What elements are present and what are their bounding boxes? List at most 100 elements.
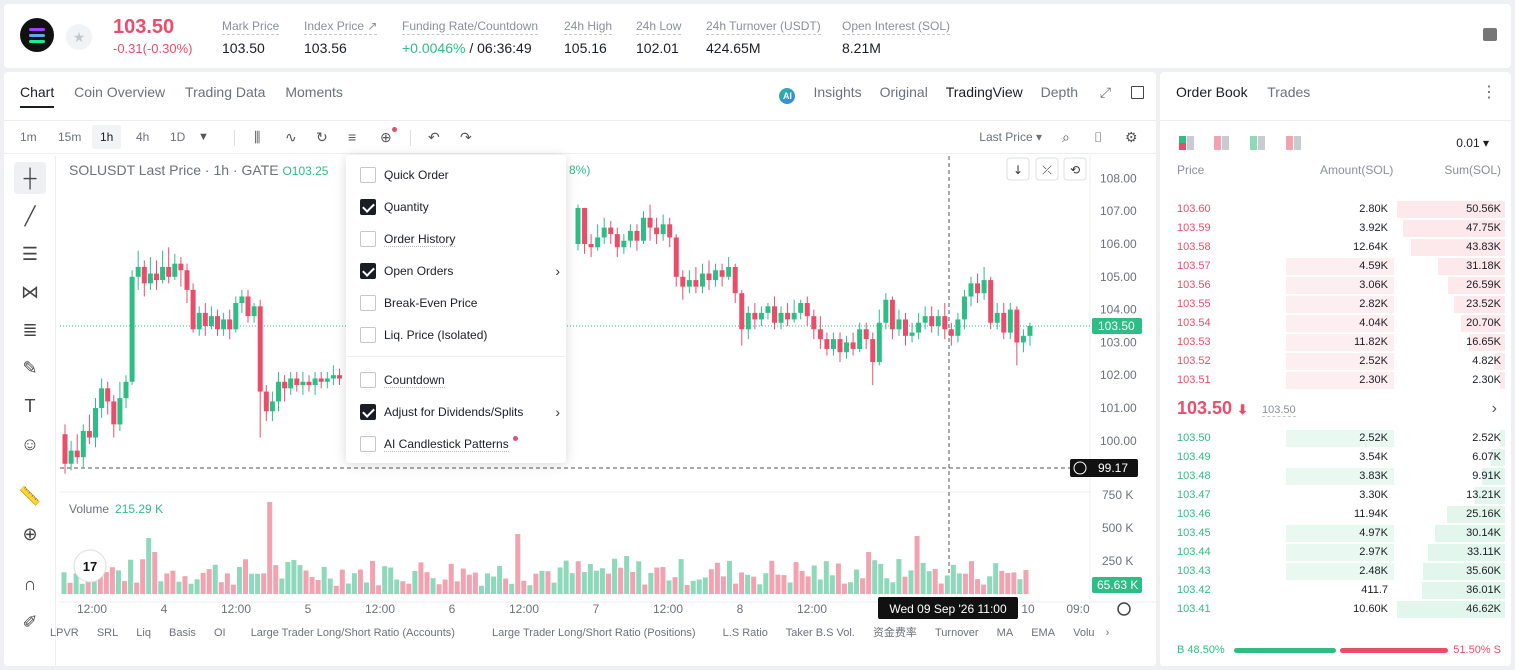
tab-insights[interactable]: AI Insights bbox=[765, 84, 862, 104]
more-options-icon[interactable]: ⋮ bbox=[1481, 84, 1497, 101]
indicator-srl[interactable]: SRL bbox=[96, 627, 119, 639]
timeframe-4h[interactable]: 4h bbox=[136, 130, 150, 144]
bid-row[interactable]: 103.47 3.30K 13.21K bbox=[1160, 486, 1511, 505]
indicator-basis[interactable]: Basis bbox=[169, 627, 196, 639]
view-asks-icon[interactable] bbox=[1214, 136, 1230, 150]
indicator-funding-rate[interactable]: 资金费率 bbox=[872, 627, 917, 639]
tab-depth[interactable]: Depth bbox=[1040, 84, 1079, 100]
bid-row[interactable]: 103.42 411.7 36.01K bbox=[1160, 581, 1511, 600]
view-bids-icon[interactable] bbox=[1250, 136, 1266, 150]
indicator-oi[interactable]: OI bbox=[214, 627, 226, 639]
ask-row[interactable]: 103.51 2.30K 2.30K bbox=[1160, 371, 1511, 390]
tab-trading-data[interactable]: Trading Data bbox=[185, 84, 266, 100]
scroll-right-icon[interactable]: › bbox=[1105, 627, 1110, 639]
view-both-icon[interactable] bbox=[1179, 136, 1195, 150]
horizontal-lines-icon[interactable]: ☰ bbox=[21, 244, 39, 264]
ask-row[interactable]: 103.55 2.82K 23.52K bbox=[1160, 295, 1511, 314]
stat-index-price[interactable]: Index Price ↗ 103.56 bbox=[304, 19, 378, 56]
fib-icon[interactable]: ≣ bbox=[22, 320, 38, 340]
ask-row[interactable]: 103.54 4.04K 20.70K bbox=[1160, 314, 1511, 333]
indicator-volume[interactable]: Volu bbox=[1073, 627, 1095, 639]
ask-row[interactable]: 103.52 2.52K 4.82K bbox=[1160, 352, 1511, 371]
checkbox[interactable] bbox=[360, 167, 376, 183]
bid-row[interactable]: 103.41 10.60K 46.62K bbox=[1160, 600, 1511, 619]
templates-icon[interactable]: ≡ bbox=[348, 129, 357, 145]
emoji-icon[interactable]: ☺ bbox=[20, 434, 40, 454]
bid-row[interactable]: 103.46 11.94K 25.16K bbox=[1160, 505, 1511, 524]
checkbox[interactable] bbox=[360, 231, 376, 247]
menu-countdown[interactable]: Countdown bbox=[360, 372, 445, 390]
crosshair-icon[interactable]: ┼ bbox=[14, 162, 46, 194]
search-icon[interactable]: ⌕ bbox=[1062, 129, 1070, 145]
bid-row[interactable]: 103.43 2.48K 35.60K bbox=[1160, 562, 1511, 581]
ask-row[interactable]: 103.59 3.92K 47.75K bbox=[1160, 219, 1511, 238]
checkbox[interactable] bbox=[360, 327, 376, 343]
bid-row[interactable]: 103.45 4.97K 30.14K bbox=[1160, 524, 1511, 543]
indicator-ema[interactable]: EMA bbox=[1031, 627, 1056, 639]
timeframe-15m[interactable]: 15m bbox=[58, 130, 82, 144]
checkbox[interactable] bbox=[360, 295, 376, 311]
timeframe-1m[interactable]: 1m bbox=[20, 130, 37, 144]
guide-book-icon[interactable] bbox=[1483, 28, 1497, 41]
tab-tradingview[interactable]: TradingView bbox=[945, 84, 1023, 100]
expand-icon[interactable]: ⤢ bbox=[1099, 84, 1112, 100]
candlestick-chart[interactable]: 108.00 107.00 106.00 105.00 104.00 103.00 102.… bbox=[4, 72, 1156, 666]
tab-coin-overview[interactable]: Coin Overview bbox=[74, 84, 166, 100]
favorite-star-icon[interactable]: ★ bbox=[66, 24, 92, 50]
brush-icon[interactable]: ✎ bbox=[22, 358, 38, 378]
indicator-ls-accounts[interactable]: Large Trader Long/Short Ratio (Accounts) bbox=[250, 627, 455, 639]
menu-adjust-dividends[interactable]: Adjust for Dividends/Splits › bbox=[360, 404, 560, 422]
ask-row[interactable]: 103.53 11.82K 16.65K bbox=[1160, 333, 1511, 352]
pencil-lock-icon[interactable]: ✐ bbox=[22, 612, 38, 632]
add-icon[interactable]: ⊕ bbox=[380, 127, 397, 146]
checkbox[interactable] bbox=[360, 372, 376, 388]
tab-chart[interactable]: Chart bbox=[20, 84, 55, 108]
tab-trades[interactable]: Trades bbox=[1267, 84, 1311, 100]
menu-liq-price[interactable]: Liq. Price (Isolated) bbox=[360, 327, 487, 345]
bid-row[interactable]: 103.44 2.97K 33.11K bbox=[1160, 543, 1511, 562]
tick-size-select[interactable]: 0.01 ▾ bbox=[1456, 136, 1489, 150]
checkbox-checked[interactable] bbox=[360, 263, 376, 279]
bid-row[interactable]: 103.50 2.52K 2.52K bbox=[1160, 429, 1511, 448]
indicator-taker-vol[interactable]: Taker B.S Vol. bbox=[785, 627, 855, 639]
menu-quick-order[interactable]: Quick Order bbox=[360, 167, 449, 185]
undo-icon[interactable]: ↶ bbox=[428, 129, 440, 145]
ask-row[interactable]: 103.56 3.06K 26.59K bbox=[1160, 276, 1511, 295]
timeframe-1d[interactable]: 1D bbox=[170, 130, 186, 144]
indicator-ls-ratio[interactable]: L.S Ratio bbox=[722, 627, 768, 639]
menu-quantity[interactable]: Quantity bbox=[360, 199, 429, 217]
zoom-in-icon[interactable]: ⊕ bbox=[22, 524, 38, 544]
menu-open-orders[interactable]: Open Orders › bbox=[360, 263, 560, 281]
bid-row[interactable]: 103.48 3.83K 9.91K bbox=[1160, 467, 1511, 486]
settings-gear-icon[interactable]: ⚙ bbox=[1125, 129, 1138, 145]
indicator-ls-positions[interactable]: Large Trader Long/Short Ratio (Positions… bbox=[491, 627, 696, 639]
tab-order-book[interactable]: Order Book bbox=[1176, 84, 1248, 100]
camera-icon[interactable]: ⌷ bbox=[1094, 129, 1103, 145]
timeframe-dropdown-icon[interactable]: ▼ bbox=[198, 131, 209, 143]
tab-original[interactable]: Original bbox=[879, 84, 928, 100]
chevron-right-icon[interactable]: › bbox=[1491, 400, 1497, 417]
window-icon[interactable] bbox=[1131, 86, 1144, 99]
timeframe-1h[interactable]: 1h bbox=[92, 125, 122, 149]
redo-icon[interactable]: ↷ bbox=[460, 129, 472, 145]
replay-icon[interactable]: ↻ bbox=[316, 129, 328, 145]
ask-row[interactable]: 103.57 4.59K 31.18K bbox=[1160, 257, 1511, 276]
ask-row[interactable]: 103.60 2.80K 50.56K bbox=[1160, 200, 1511, 219]
pattern-icon[interactable]: ⋈ bbox=[21, 282, 39, 302]
menu-order-history[interactable]: Order History bbox=[360, 231, 456, 249]
checkbox-checked[interactable] bbox=[360, 404, 376, 420]
price-type-select[interactable]: Last Price ▾ bbox=[979, 130, 1042, 144]
candle-type-icon[interactable]: ⫼ bbox=[254, 129, 261, 145]
checkbox[interactable] bbox=[360, 436, 376, 452]
indicator-liq[interactable]: Liq bbox=[136, 627, 151, 639]
indicator-lpvr[interactable]: LPVR bbox=[50, 627, 79, 639]
text-icon[interactable]: T bbox=[24, 396, 36, 416]
menu-break-even-price[interactable]: Break-Even Price bbox=[360, 295, 477, 313]
magnet-icon[interactable]: ∩ bbox=[23, 574, 37, 594]
indicator-ma[interactable]: MA bbox=[996, 627, 1014, 639]
ruler-icon[interactable]: 📏 bbox=[18, 486, 42, 506]
checkbox-checked[interactable] bbox=[360, 199, 376, 215]
menu-ai-candlestick[interactable]: AI Candlestick Patterns bbox=[360, 436, 518, 454]
indicators-icon[interactable]: ∿ bbox=[285, 129, 297, 145]
trend-line-icon[interactable]: ╱ bbox=[24, 206, 36, 226]
